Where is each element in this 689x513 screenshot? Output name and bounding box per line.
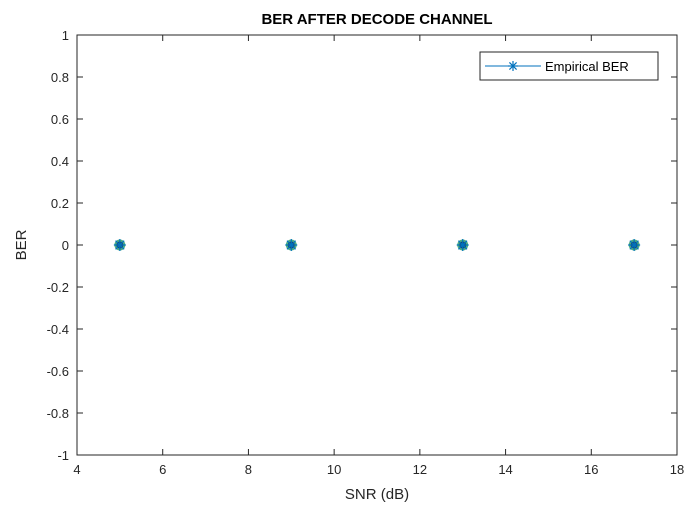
x-tick-label: 10 (327, 462, 341, 477)
x-tick-label: 16 (584, 462, 598, 477)
x-axis-label: SNR (dB) (345, 486, 409, 503)
data-point-asterisk (285, 239, 298, 251)
asterisk-stroke (286, 240, 297, 250)
y-tick-label: 0.4 (51, 154, 69, 169)
x-tick-label: 18 (670, 462, 684, 477)
x-tick-label: 4 (73, 462, 80, 477)
y-tick-label: -0.2 (47, 280, 69, 295)
y-axis-ticks: -1 -0.8 -0.6 -0.4 -0.2 0 0.2 0.4 0.6 0.8 1 (47, 28, 677, 463)
data-point-asterisk (628, 239, 641, 251)
x-tick-label: 6 (159, 462, 166, 477)
y-tick-label: 0.8 (51, 70, 69, 85)
y-tick-label: 0 (62, 238, 69, 253)
data-point (628, 239, 641, 251)
asterisk-stroke (629, 240, 639, 250)
legend-label: Empirical BER (545, 59, 629, 74)
y-tick-label: -0.6 (47, 364, 69, 379)
asterisk-stroke (508, 61, 518, 71)
data-point (113, 239, 126, 251)
y-tick-label: -0.8 (47, 406, 69, 421)
asterisk-stroke (115, 240, 125, 250)
y-tick-label: 0.2 (51, 196, 69, 211)
asterisk-stroke (457, 240, 468, 250)
x-tick-label: 12 (413, 462, 427, 477)
chart-title: BER AFTER DECODE CHANNEL (261, 11, 492, 28)
x-axis-ticks: 4 6 8 10 12 14 16 18 (73, 35, 684, 477)
y-tick-label: -1 (57, 448, 69, 463)
data-point (285, 239, 298, 251)
data-point (456, 239, 469, 251)
x-tick-label: 8 (245, 462, 252, 477)
legend-asterisk (508, 61, 518, 71)
y-tick-label: 0.6 (51, 112, 69, 127)
data-point-asterisk (113, 239, 126, 251)
y-tick-label: -0.4 (47, 322, 69, 337)
legend: Empirical BER (479, 51, 659, 81)
y-axis-label: BER (13, 229, 30, 260)
x-tick-label: 14 (498, 462, 512, 477)
data-marks (113, 239, 641, 251)
data-point-asterisk (456, 239, 469, 251)
legend-marker-asterisk-icon (508, 61, 518, 71)
plot-area (76, 34, 678, 456)
y-tick-label: 1 (62, 28, 69, 43)
